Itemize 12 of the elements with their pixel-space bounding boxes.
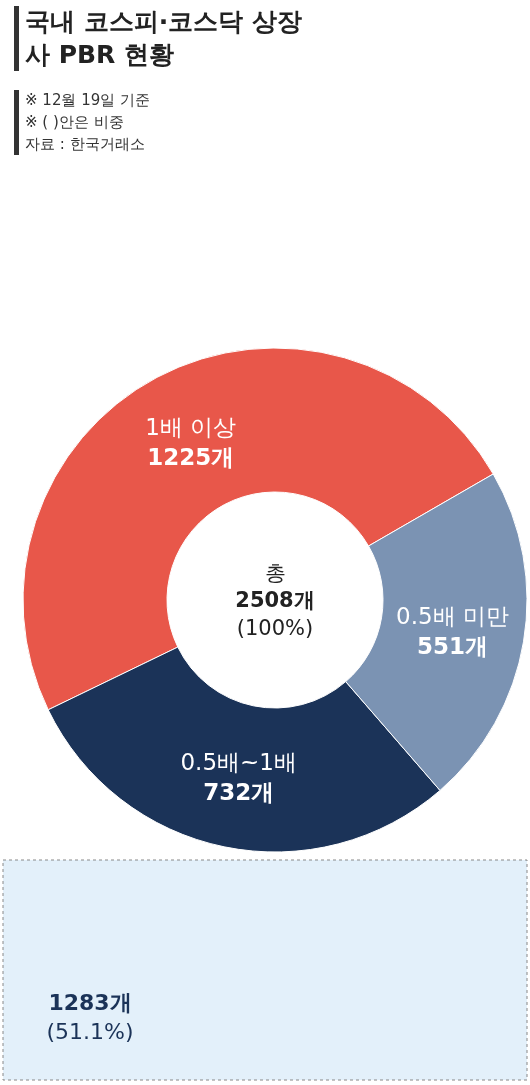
- text: 자료 : 한국거래소: [25, 133, 146, 155]
- slice-label: 0.5배 미만: [396, 602, 509, 629]
- slice-label: 0.5배~1배: [180, 749, 297, 776]
- chart-title: 국내 코스피·코스닥 상장사 PBR 현황: [14, 6, 325, 71]
- text: 총 2508개 (100%): [235, 561, 315, 640]
- slice-label: 1배 이상: [145, 413, 237, 440]
- text: 1283개 (51.1%): [46, 990, 134, 1044]
- data-label: 1225개: [147, 443, 235, 470]
- data-label: 551개: [417, 632, 489, 659]
- data-label: 732개: [203, 779, 275, 806]
- text: ※ ( )안은 비중: [25, 111, 125, 133]
- text: ※ 12월 19일 기준: [25, 90, 151, 111]
